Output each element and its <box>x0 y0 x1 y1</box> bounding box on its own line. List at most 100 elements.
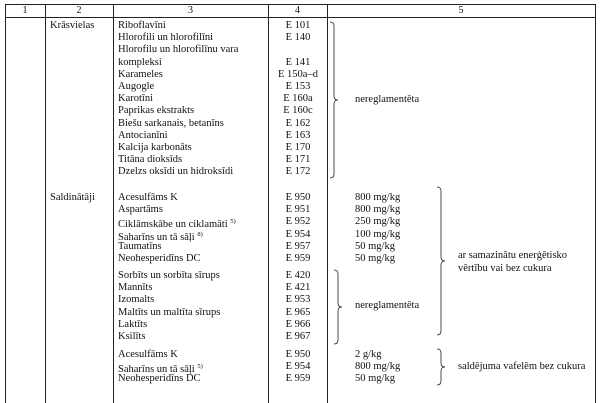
column-divider <box>268 4 269 403</box>
e-number: E 965 <box>285 306 311 318</box>
additive-name: Ksilīts <box>118 331 145 343</box>
additive-name-text: Karameles <box>118 68 163 80</box>
table-row: Biešu sarkanais, betanīns E 162 <box>0 118 600 130</box>
sweeteners-group: Acesulfāms K E 950 800 mg/kg Aspartāms E 951… <box>0 192 600 265</box>
additive-name: kompleksi <box>118 57 162 69</box>
e-number: E 101 <box>285 20 311 31</box>
table-row: Antocianīni E 163 <box>0 130 600 142</box>
colorants-limit: nereglamentēta <box>355 94 420 105</box>
max-level: 800 mg/kg <box>355 361 401 373</box>
table-row: Hlorofili un hlorofilīni E 140 <box>0 32 600 44</box>
additive-name: Antocianīni <box>118 130 168 142</box>
max-level: 250 mg/kg <box>355 216 401 228</box>
additive-name-text: Antocianīni <box>118 129 168 141</box>
additive-name: Izomalts <box>118 294 154 306</box>
table-top-border <box>5 4 596 5</box>
e-number: E 950 <box>285 192 311 203</box>
e-number: E 966 <box>285 318 311 330</box>
additive-name: Neohesperidīns DC <box>118 253 201 265</box>
footnote-ref: 5) <box>197 363 203 371</box>
table-row: Titāna dioksīds E 171 <box>0 154 600 166</box>
additive-name: Maltīts un maltīta sīrups <box>118 307 220 319</box>
table-row: Sorbīts un sorbīta sīrups E 420 <box>0 270 600 282</box>
table-row: Ksilīts E 967 <box>0 331 600 343</box>
colorants-group: Riboflavīni E 101 Hlorofili un hlorofilīni… <box>0 20 600 178</box>
additive-name-text: Izomalts <box>118 294 155 306</box>
table-row: Aspartāms E 951 800 mg/kg <box>0 204 600 216</box>
table-row: Karameles E 150a–d <box>0 69 600 81</box>
e-number: E 171 <box>285 154 311 166</box>
table-row: Taumatīns E 957 50 mg/kg <box>0 241 600 253</box>
additive-name: Biešu sarkanais, betanīns <box>118 118 224 130</box>
additive-name: Karotīni <box>118 93 153 105</box>
additive-name: Acesulfāms K <box>118 192 178 204</box>
column-divider <box>113 4 114 403</box>
column-divider <box>45 4 46 403</box>
additive-name-text: Riboflavīni <box>118 20 166 31</box>
additive-name: Paprikas ekstrakts <box>118 105 194 117</box>
table-row: Laktīts E 966 <box>0 319 600 331</box>
additive-name: Laktīts <box>118 319 147 331</box>
table-row: Izomalts E 953 <box>0 294 600 306</box>
max-level: 800 mg/kg <box>355 192 401 203</box>
additive-name: Neohesperidīns DC <box>118 373 201 385</box>
additive-name-text: Ksilīts <box>118 330 146 342</box>
brace-icon <box>436 348 446 386</box>
polyols-limit: nereglamentēta <box>355 300 420 311</box>
e-number: E 953 <box>285 294 311 306</box>
e-number: E 959 <box>285 373 311 385</box>
max-level: 800 mg/kg <box>355 204 401 216</box>
e-number: E 951 <box>285 204 311 216</box>
e-number: E 160a <box>283 93 313 105</box>
e-number: E 172 <box>285 166 311 178</box>
table-row: Riboflavīni E 101 <box>0 20 600 32</box>
additive-name: Titāna dioksīds <box>118 154 182 166</box>
e-number: E 959 <box>285 252 311 264</box>
additive-name-text: Saharīns un tā sāļi <box>118 231 195 243</box>
additive-name-text: kompleksi <box>118 56 162 68</box>
table-row: Augogle E 153 <box>0 81 600 93</box>
column-divider <box>327 4 328 403</box>
e-number: E 140 <box>285 32 311 44</box>
sweeteners-condition-line-2: vērtību vai bez cukura <box>458 263 552 274</box>
additive-name-text: Biešu sarkanais, betanīns <box>118 117 224 129</box>
additive-name-text: Hlorofili un hlorofilīni <box>118 32 214 44</box>
additive-name: Saharīns un tā sāļi 5) <box>118 361 203 376</box>
additive-name: Dzelzs oksīdi un hidroksīdi <box>118 166 233 178</box>
e-number: E 153 <box>285 80 311 92</box>
additive-name-text: Neohesperidīns DC <box>118 252 201 264</box>
additive-name: Augogle <box>118 81 154 93</box>
additive-name-text: Mannīts <box>118 282 153 294</box>
e-number: E 967 <box>285 330 311 342</box>
table-row: Kalcija karbonāts E 170 <box>0 142 600 154</box>
footnote-ref: 5) <box>230 218 236 226</box>
additive-name-text: Acesulfāms K <box>118 192 178 203</box>
additive-name-text: Aspartāms <box>118 204 163 216</box>
sweeteners-condition-line-1: ar samazinātu enerģētisko <box>458 250 568 261</box>
additive-name: Karameles <box>118 69 163 81</box>
table-row: kompleksi E 141 <box>0 57 600 69</box>
additive-name-text: Ciklāmskābe un ciklamāti <box>118 219 228 231</box>
brace-icon <box>436 186 446 336</box>
e-number: E 421 <box>285 282 311 294</box>
additive-name-text: Dzelzs oksīdi un hidroksīdi <box>118 166 234 178</box>
e-number: E 163 <box>285 129 311 141</box>
additive-name-text: Neohesperidīns DC <box>118 373 201 385</box>
wafer-condition: saldējuma vafelēm bez cukura <box>458 361 586 372</box>
table-row: Saharīns un tā sāļi 8) E 954 100 mg/kg <box>0 229 600 243</box>
additive-name-text: Saharīns un tā sāļi <box>118 364 195 376</box>
additive-name: Mannīts <box>118 282 152 294</box>
additive-name: Hlorofilu un hlorofilīnu vara <box>118 44 238 56</box>
table-row: Maltīts un maltīta sīrups E 965 <box>0 307 600 319</box>
max-level: 2 g/kg <box>355 349 382 360</box>
additive-name: Taumatīns <box>118 241 162 253</box>
table-row: Neohesperidīns DC E 959 50 mg/kg <box>0 373 600 385</box>
table-row: Saharīns un tā sāļi 5) E 954 800 mg/kg <box>0 361 600 376</box>
brace-icon <box>333 269 343 345</box>
additive-name-text: Taumatīns <box>118 240 162 252</box>
e-number: E 141 <box>285 56 311 68</box>
max-level: 50 mg/kg <box>355 373 395 385</box>
table-row: Hlorofilu un hlorofilīnu vara <box>0 44 600 56</box>
max-level: 50 mg/kg <box>355 240 395 252</box>
